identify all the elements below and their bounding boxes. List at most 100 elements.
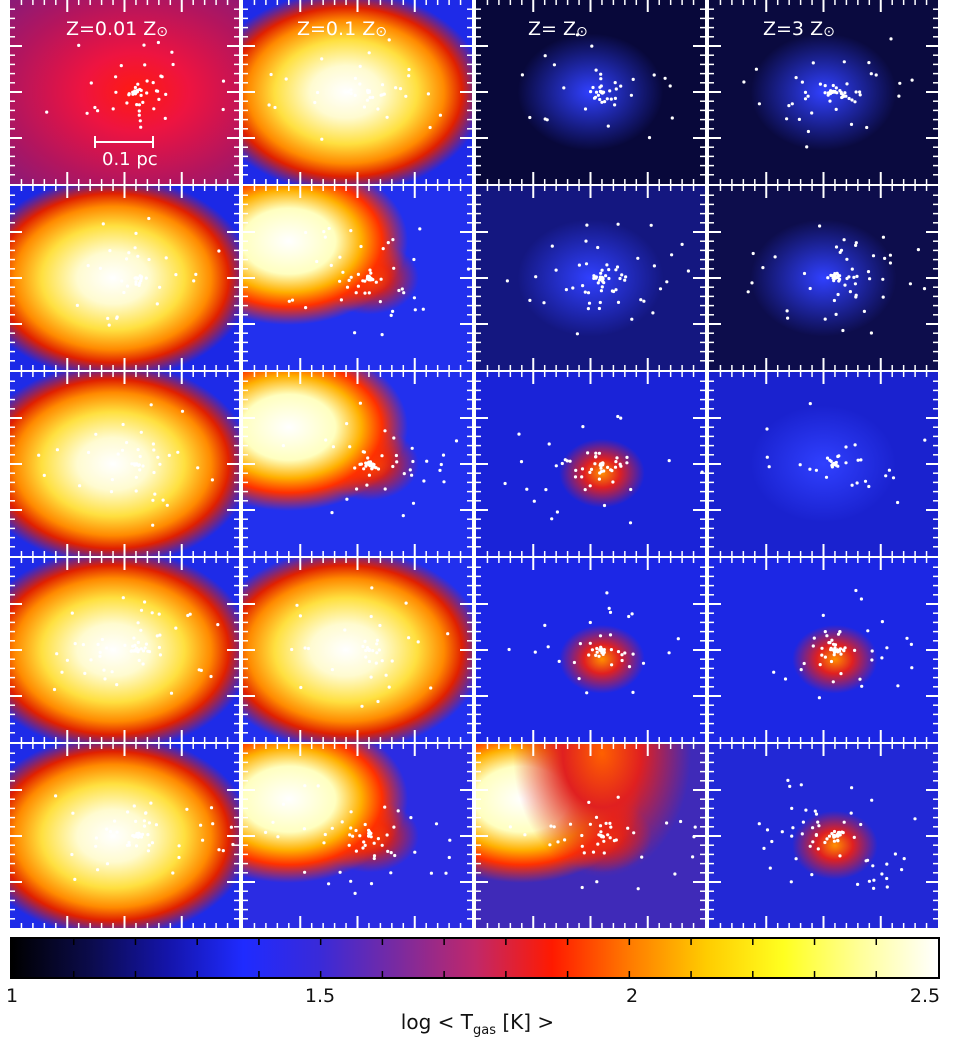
star-particle <box>834 86 838 90</box>
star-particle <box>229 825 233 829</box>
star-particle <box>361 644 365 649</box>
star-particle <box>532 499 536 503</box>
star-particle <box>832 298 836 303</box>
star-particle <box>221 107 225 112</box>
star-particle <box>503 481 507 486</box>
star-particle <box>806 129 810 134</box>
star-particle <box>885 646 889 650</box>
star-particle <box>833 275 837 279</box>
star-particle <box>354 828 358 833</box>
star-particle <box>366 90 370 94</box>
star-particle <box>673 872 677 876</box>
star-particle <box>599 462 603 466</box>
star-particle <box>134 834 138 838</box>
star-particle <box>600 276 604 280</box>
star-particle <box>221 79 226 83</box>
star-particle <box>601 835 605 839</box>
star-particle <box>370 586 374 590</box>
star-particle <box>902 857 906 861</box>
star-particle <box>353 76 357 80</box>
star-particle <box>134 489 138 493</box>
star-particle <box>610 469 614 473</box>
star-particle <box>827 834 832 838</box>
star-particle <box>134 834 138 838</box>
star-particle <box>147 843 151 847</box>
star-particle <box>133 246 137 250</box>
column-metallicity-title: Z=0.1 Z⊙ <box>297 18 387 40</box>
star-particle <box>105 646 109 650</box>
star-particle <box>65 658 69 662</box>
star-particle <box>367 462 371 466</box>
star-particle <box>607 268 611 272</box>
star-particle <box>543 117 547 121</box>
star-particle <box>375 638 379 642</box>
star-particle <box>379 277 383 281</box>
star-particle <box>188 612 192 616</box>
star-particle <box>372 856 376 861</box>
star-particle <box>161 498 165 502</box>
star-particle <box>556 840 560 844</box>
star-particle <box>361 450 365 454</box>
star-particle <box>368 832 372 836</box>
star-particle <box>833 462 837 466</box>
star-particle <box>367 90 371 94</box>
star-particle <box>605 591 609 595</box>
star-particle <box>70 852 74 857</box>
star-particle <box>849 811 853 815</box>
star-particle <box>330 826 334 830</box>
star-particle <box>407 636 411 640</box>
star-particle <box>145 91 149 95</box>
star-particle <box>787 104 791 108</box>
star-particle <box>836 464 840 468</box>
star-particle <box>834 460 838 465</box>
star-particle <box>438 468 442 472</box>
star-particle <box>290 647 294 652</box>
star-particle <box>372 841 376 845</box>
star-particle <box>808 402 812 406</box>
star-particle <box>353 891 357 895</box>
star-particle <box>134 90 138 94</box>
star-particle <box>365 461 369 465</box>
star-particle <box>642 299 646 303</box>
star-particle <box>838 630 842 634</box>
star-particle <box>750 281 754 285</box>
star-particle <box>853 100 857 104</box>
star-particle <box>588 470 592 474</box>
star-particle <box>136 835 140 839</box>
star-particle <box>820 653 824 657</box>
star-particle <box>833 90 837 94</box>
star-particle <box>367 275 372 279</box>
star-particle <box>73 642 77 646</box>
star-particle <box>138 281 142 285</box>
star-particle <box>885 862 889 866</box>
star-particle <box>133 92 137 96</box>
star-particle <box>572 660 576 665</box>
star-particle <box>597 306 601 311</box>
star-particle <box>615 265 620 269</box>
star-particle <box>598 90 603 94</box>
star-particle <box>814 833 818 837</box>
star-particle <box>592 276 596 280</box>
star-particle <box>211 822 215 826</box>
star-particle <box>600 648 604 652</box>
star-particle <box>588 641 592 645</box>
column-metallicity-title: Z= Z⊙ <box>528 18 588 40</box>
panel-overlay <box>709 744 938 928</box>
star-particle <box>366 89 370 93</box>
panel-overlay <box>243 186 472 370</box>
star-particle <box>847 96 851 101</box>
star-particle <box>322 230 326 234</box>
star-particle <box>545 118 549 122</box>
temperature-map-panel <box>709 558 938 742</box>
star-particle <box>151 498 155 502</box>
star-particle <box>896 684 900 688</box>
star-particle <box>593 462 597 466</box>
star-particle <box>803 90 808 94</box>
star-particle <box>811 826 815 830</box>
star-particle <box>441 453 446 457</box>
star-particle <box>806 94 810 98</box>
star-particle <box>131 834 135 838</box>
star-particle <box>134 276 138 280</box>
star-particle <box>371 463 375 467</box>
star-particle <box>599 833 603 838</box>
